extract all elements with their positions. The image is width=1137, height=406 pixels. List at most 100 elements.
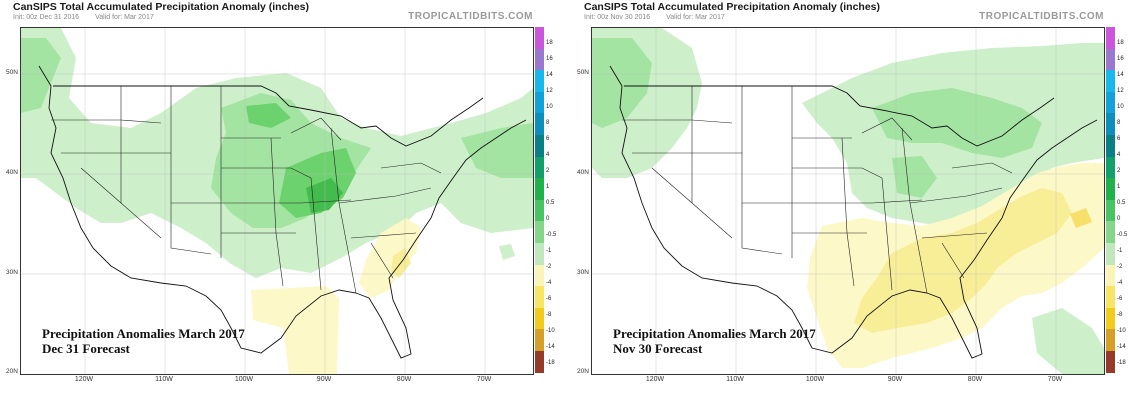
colorbar-label: -8 — [546, 312, 552, 318]
colorbar-label: -1 — [546, 248, 552, 254]
colorbar-swatch — [535, 113, 544, 135]
forecast-panel-nov30: CanSIPS Total Accumulated Precipitation … — [577, 0, 1130, 406]
colorbar-label: -0.5 — [1117, 232, 1128, 238]
colorbar-label: -4 — [1117, 280, 1123, 286]
colorbar-swatch — [1106, 156, 1115, 179]
colorbar-label: 0.5 — [1117, 200, 1126, 206]
us-coastline-and-border — [609, 65, 1098, 359]
colorbar-swatch — [1106, 178, 1115, 200]
lat-label-40n: 40N — [577, 169, 589, 176]
map-plot — [591, 27, 1105, 375]
annotation-title: Precipitation Anomalies March 2017 — [42, 326, 245, 341]
colorbar — [535, 27, 544, 373]
lat-label-30n: 30N — [577, 269, 589, 276]
colorbar-label: -0.5 — [546, 232, 557, 238]
lon-label-100w: 100W — [234, 376, 254, 383]
map-info-line: Init: 00z Nov 30 2016 Valid for: Mar 201… — [584, 14, 739, 21]
colorbar-swatch — [1106, 70, 1115, 92]
colorbar-label: 8 — [1117, 120, 1121, 126]
forecast-annotation: Precipitation Anomalies March 2017 Nov 3… — [613, 326, 816, 356]
lon-label-110w: 110W — [726, 376, 744, 383]
colorbar-label: -4 — [546, 280, 552, 286]
colorbar-label: -6 — [1117, 296, 1123, 302]
colorbar-swatch — [1106, 27, 1115, 49]
wet-region-moderate — [21, 38, 533, 228]
colorbar-label: 18 — [546, 40, 553, 46]
colorbar-label: 16 — [546, 56, 553, 62]
colorbar-label: 6 — [1117, 136, 1121, 142]
wet-region-caribbean — [1032, 308, 1104, 374]
colorbar-label: 10 — [546, 104, 553, 110]
forecast-panel-dec31: CanSIPS Total Accumulated Precipitation … — [6, 0, 559, 406]
colorbar-label: -10 — [1117, 328, 1126, 334]
map-title: CanSIPS Total Accumulated Precipitation … — [584, 1, 880, 13]
forecast-annotation: Precipitation Anomalies March 2017 Dec 3… — [42, 326, 245, 356]
annotation-title: Precipitation Anomalies March 2017 — [613, 326, 816, 341]
state-borders — [622, 86, 1013, 294]
lat-label-50n: 50N — [577, 69, 589, 76]
colorbar-label: -2 — [546, 264, 552, 270]
colorbar-label: 12 — [1117, 88, 1124, 94]
lon-label-120w: 120W — [74, 376, 94, 383]
colorbar-swatch — [535, 286, 544, 308]
dry-region-atlantic-core — [1070, 208, 1092, 228]
colorbar-label: 14 — [546, 72, 553, 78]
brand-watermark: TROPICALTIDBITS.COM — [408, 11, 533, 22]
colorbar-label: -8 — [1117, 312, 1123, 318]
colorbar-label: -2 — [1117, 264, 1123, 270]
colorbar-label: -18 — [1117, 360, 1126, 366]
colorbar-label: 1 — [1117, 184, 1121, 190]
colorbar-swatch — [535, 134, 544, 157]
us-coastline-and-border — [38, 65, 527, 359]
colorbar-labels: 18 16 14 12 10 8 6 4 2 1 0.5 0 -0.5 -1 -… — [546, 27, 560, 373]
dry-region-southeast-medium — [854, 188, 1072, 333]
colorbar — [1106, 27, 1115, 373]
colorbar-label: 14 — [1117, 72, 1124, 78]
lat-label-40n: 40N — [6, 169, 18, 176]
colorbar-swatch — [535, 178, 544, 200]
lon-label-70w: 70W — [476, 376, 492, 383]
colorbar-swatch — [535, 350, 544, 373]
colorbar-swatch — [1106, 199, 1115, 222]
colorbar-label: -14 — [1117, 344, 1126, 350]
colorbar-swatch — [1106, 48, 1115, 71]
colorbar-swatch — [1106, 286, 1115, 308]
map-info-line: Init: 00z Dec 31 2016 Valid for: Mar 201… — [13, 14, 168, 21]
lat-label-20n: 20N — [577, 368, 589, 375]
colorbar-label: 16 — [1117, 56, 1124, 62]
lon-label-120w: 120W — [645, 376, 665, 383]
lon-label-70w: 70W — [1047, 376, 1063, 383]
colorbar-swatch — [1106, 242, 1115, 265]
colorbar-label: 6 — [546, 136, 550, 142]
lat-label-20n: 20N — [6, 368, 18, 375]
colorbar-label: -14 — [546, 344, 555, 350]
colorbar-swatch — [1106, 113, 1115, 135]
colorbar-swatch — [1106, 134, 1115, 157]
map-title: CanSIPS Total Accumulated Precipitation … — [13, 1, 309, 13]
wet-island-gulf — [499, 244, 515, 260]
colorbar-swatch — [1106, 329, 1115, 351]
colorbar-swatch — [535, 91, 544, 114]
colorbar-swatch — [1106, 350, 1115, 373]
colorbar-label: 10 — [1117, 104, 1124, 110]
lat-label-50n: 50N — [6, 69, 18, 76]
colorbar-swatch — [535, 221, 544, 243]
colorbar-swatch — [535, 329, 544, 351]
wet-region-great-lakes — [872, 88, 1042, 198]
colorbar-swatch — [535, 27, 544, 49]
colorbar-label: 4 — [1117, 152, 1121, 158]
state-borders — [51, 86, 442, 294]
brand-watermark: TROPICALTIDBITS.COM — [979, 11, 1104, 22]
colorbar-swatch — [535, 307, 544, 330]
lon-label-90w: 90W — [887, 376, 903, 383]
colorbar-swatch — [1106, 221, 1115, 243]
colorbar-swatch — [535, 199, 544, 222]
graticule — [592, 28, 1104, 374]
lon-label-80w: 80W — [967, 376, 983, 383]
colorbar-label: 1 — [546, 184, 550, 190]
wet-region-core — [306, 178, 343, 213]
init-time-label: Init: 00z Nov 30 2016 — [584, 14, 651, 21]
colorbar-label: -1 — [1117, 248, 1123, 254]
colorbar-swatch — [535, 70, 544, 92]
lon-label-100w: 100W — [805, 376, 825, 383]
